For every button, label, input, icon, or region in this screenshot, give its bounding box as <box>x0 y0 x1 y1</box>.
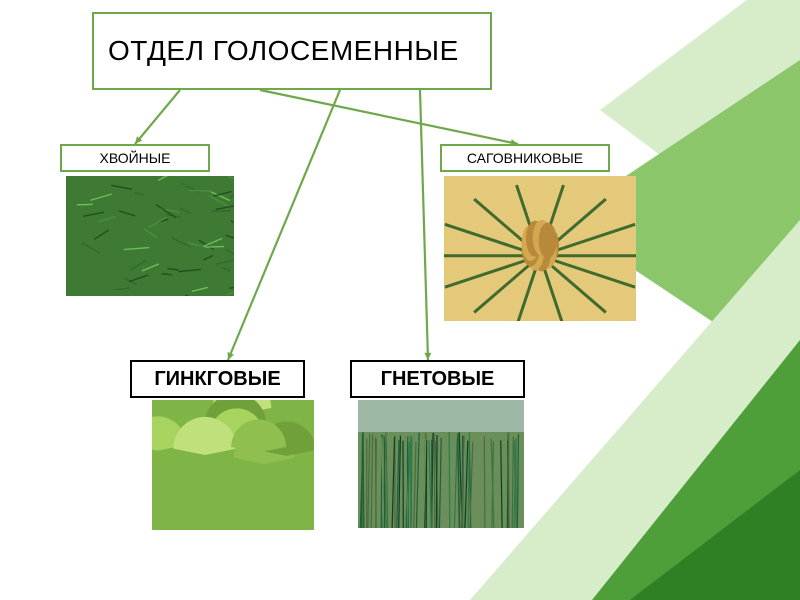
label-text-cycads: САГОВНИКОВЫЕ <box>467 150 583 166</box>
label-cycads: САГОВНИКОВЫЕ <box>440 144 610 172</box>
label-text-conifers: ХВОЙНЫЕ <box>99 150 170 166</box>
label-text-ginkgo: ГИНКГОВЫЕ <box>154 368 280 391</box>
label-gnetales: ГНЕТОВЫЕ <box>350 360 525 398</box>
image-cycads <box>444 176 636 321</box>
title-box: ОТДЕЛ ГОЛОСЕМЕННЫЕ <box>92 12 492 90</box>
image-gnetales <box>358 400 524 528</box>
image-conifers <box>66 176 234 296</box>
label-conifers: ХВОЙНЫЕ <box>60 144 210 172</box>
label-ginkgo: ГИНКГОВЫЕ <box>130 360 305 398</box>
label-text-gnetales: ГНЕТОВЫЕ <box>381 368 495 391</box>
title-text: ОТДЕЛ ГОЛОСЕМЕННЫЕ <box>108 35 459 67</box>
image-ginkgo <box>152 400 314 530</box>
